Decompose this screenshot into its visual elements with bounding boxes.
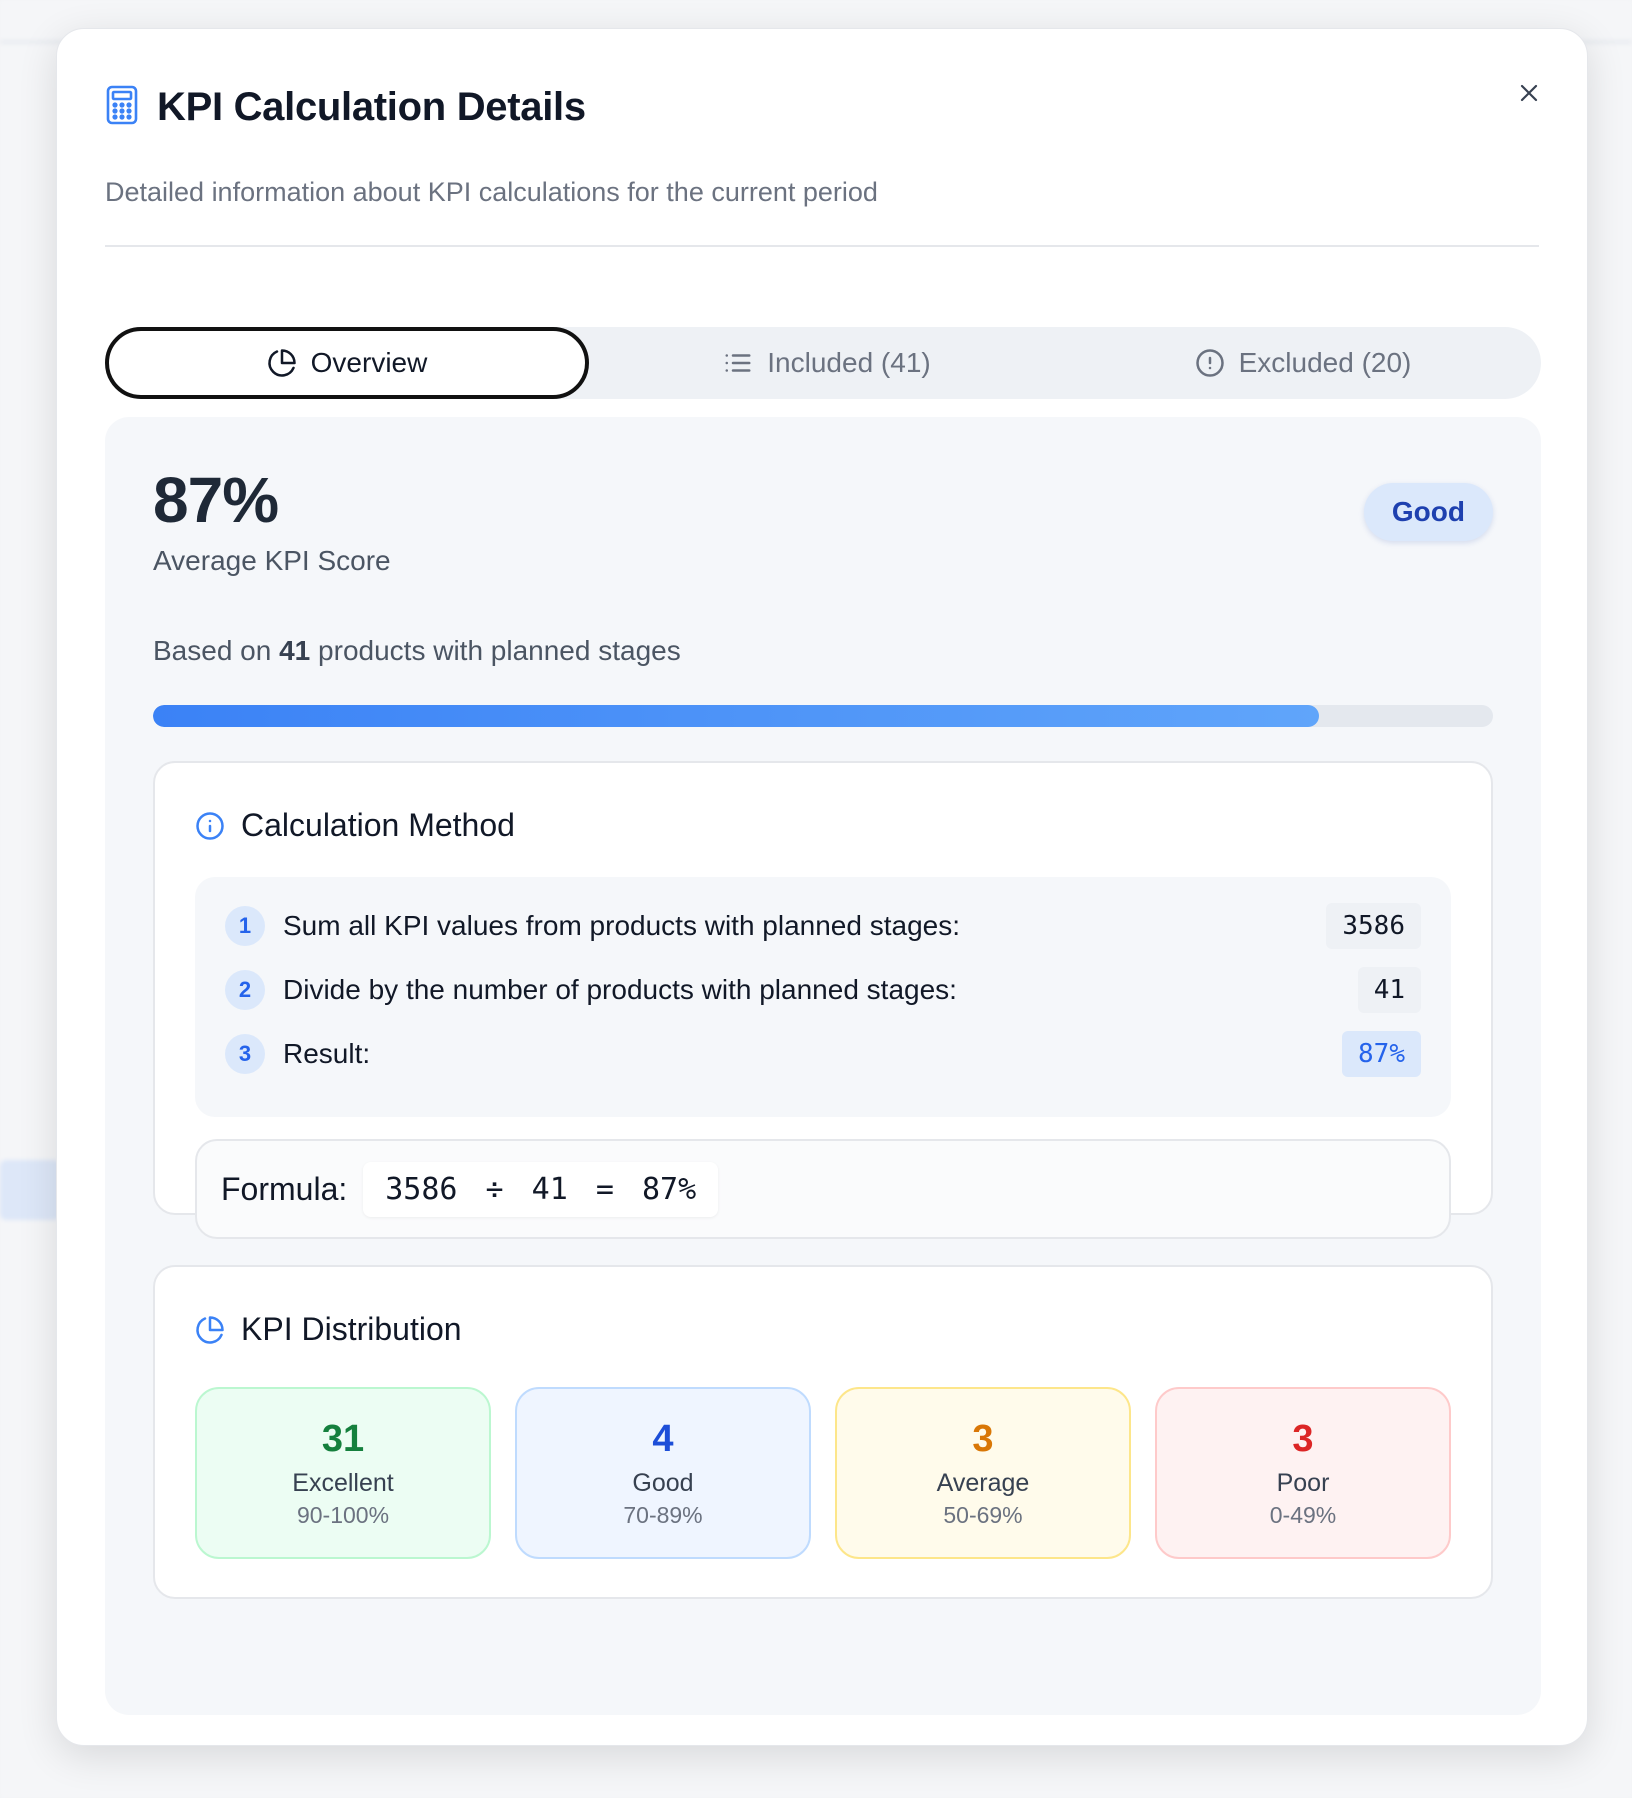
- formula-label: Formula:: [221, 1170, 348, 1207]
- distribution-good: 4 Good 70-89%: [515, 1387, 811, 1559]
- calculation-method-card: Calculation Method 1 Sum all KPI values …: [153, 761, 1493, 1239]
- distribution-range: 0-49%: [1269, 1501, 1337, 1528]
- pie-chart-icon: [267, 349, 296, 377]
- kpi-distribution-header: KPI Distribution: [195, 1311, 462, 1348]
- dialog-title: KPI Calculation Details: [157, 85, 586, 129]
- distribution-excellent: 31 Excellent 90-100%: [195, 1387, 491, 1559]
- distribution-count: 31: [321, 1417, 365, 1460]
- distribution-poor: 3 Poor 0-49%: [1155, 1387, 1451, 1559]
- distribution-label: Good: [632, 1468, 694, 1497]
- distribution-label: Excellent: [292, 1468, 394, 1497]
- tab-included-label: Included (41): [767, 347, 931, 378]
- step-number: 1: [225, 906, 265, 946]
- average-kpi-score: 87%: [153, 464, 279, 536]
- step-text: Result:: [283, 1038, 371, 1069]
- alert-circle-icon: [1195, 349, 1224, 377]
- kpi-progress-bar: [153, 705, 1493, 727]
- distribution-grid: 31 Excellent 90-100% 4 Good 70-89% 3 Ave…: [195, 1387, 1451, 1559]
- calculation-step: 2 Divide by the number of products with …: [225, 967, 1421, 1013]
- calculation-steps: 1 Sum all KPI values from products with …: [195, 877, 1451, 1117]
- distribution-range: 50-69%: [943, 1501, 1023, 1528]
- tab-excluded-label: Excluded (20): [1238, 347, 1412, 378]
- distribution-range: 90-100%: [296, 1501, 390, 1528]
- step-number: 2: [225, 970, 265, 1010]
- kpi-progress-fill: [153, 705, 1319, 727]
- calculation-step: 1 Sum all KPI values from products with …: [225, 903, 1421, 949]
- calculation-method-header: Calculation Method: [195, 807, 515, 844]
- dialog-subtitle: Detailed information about KPI calculati…: [105, 177, 878, 207]
- step-value: 41: [1357, 967, 1421, 1013]
- score-label: Average KPI Score: [153, 545, 391, 576]
- calculator-icon: [105, 85, 139, 130]
- distribution-count: 4: [652, 1417, 674, 1460]
- distribution-average: 3 Average 50-69%: [835, 1387, 1131, 1559]
- tab-overview-label: Overview: [310, 347, 428, 378]
- header-divider: [105, 245, 1539, 247]
- distribution-range: 70-89%: [623, 1501, 703, 1528]
- dialog-header: KPI Calculation Details: [105, 85, 586, 130]
- pie-chart-icon: [196, 1315, 224, 1344]
- tab-bar: Overview Included (41) Excluded (20): [105, 327, 1541, 399]
- tab-excluded[interactable]: Excluded (20): [1065, 327, 1541, 399]
- step-number: 3: [225, 1034, 265, 1074]
- formula-box: Formula: 3586 ÷ 41 = 87%: [195, 1139, 1451, 1239]
- based-prefix: Based on: [153, 635, 280, 666]
- close-icon: [1520, 84, 1538, 102]
- tab-included[interactable]: Included (41): [589, 327, 1065, 399]
- step-text: Sum all KPI values from products with pl…: [283, 910, 961, 941]
- distribution-label: Average: [936, 1468, 1030, 1497]
- distribution-count: 3: [972, 1417, 994, 1460]
- based-suffix: products with planned stages: [310, 635, 681, 666]
- kpi-distribution-title: KPI Distribution: [241, 1311, 462, 1347]
- overview-panel: 87% Average KPI Score Good Based on 41 p…: [105, 417, 1541, 1715]
- formula-expression: 3586 ÷ 41 = 87%: [363, 1161, 719, 1217]
- distribution-label: Poor: [1276, 1468, 1330, 1497]
- kpi-distribution-card: KPI Distribution 31 Excellent 90-100% 4 …: [153, 1265, 1493, 1599]
- step-value: 3586: [1326, 903, 1421, 949]
- kpi-details-dialog: KPI Calculation Details Detailed informa…: [56, 28, 1588, 1746]
- tab-overview[interactable]: Overview: [105, 327, 589, 399]
- step-result-value: 87%: [1342, 1031, 1421, 1077]
- based-on-text: Based on 41 products with planned stages: [153, 635, 681, 667]
- status-badge: Good: [1363, 483, 1493, 541]
- product-count: 41: [279, 635, 311, 666]
- distribution-count: 3: [1292, 1417, 1314, 1460]
- close-button[interactable]: [1507, 71, 1551, 115]
- calculation-step: 3 Result: 87%: [225, 1031, 1421, 1077]
- calculation-method-title: Calculation Method: [241, 807, 515, 843]
- step-text: Divide by the number of products with pl…: [283, 974, 957, 1005]
- info-icon: [196, 811, 224, 840]
- list-icon: [725, 354, 751, 372]
